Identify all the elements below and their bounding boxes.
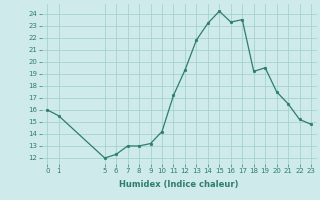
X-axis label: Humidex (Indice chaleur): Humidex (Indice chaleur) xyxy=(119,180,239,189)
